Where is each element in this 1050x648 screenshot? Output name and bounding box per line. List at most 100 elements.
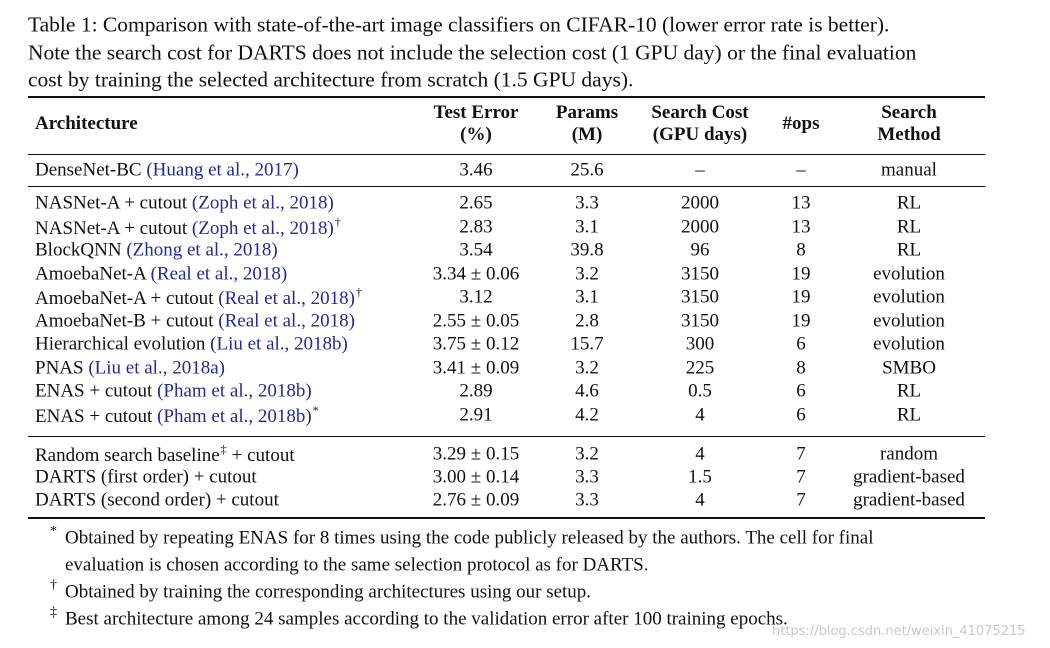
- table-cell: 3150: [681, 286, 719, 308]
- architecture-cell: NASNet-A + cutout (Zoph et al., 2018)†: [35, 216, 341, 238]
- table-cell: 8: [796, 239, 806, 261]
- architecture-cell: DARTS (second order) + cutout: [35, 491, 279, 510]
- table-cell: 15.7: [570, 333, 604, 355]
- architecture-cell: AmoebaNet-A + cutout (Real et al., 2018)…: [35, 286, 362, 308]
- top-rule: [28, 96, 985, 98]
- caption-line: Note the search cost for DARTS does not …: [28, 39, 917, 64]
- table-cell: 6: [796, 380, 806, 402]
- header-line: (M): [571, 124, 603, 145]
- table-cell: RL: [896, 239, 922, 261]
- table-cell: 1.5: [688, 466, 712, 488]
- header-line: Search Cost: [651, 102, 749, 123]
- header-line: Test Error: [433, 102, 519, 123]
- table-cell: evolution: [873, 263, 945, 284]
- architecture-cell: Random search baseline‡ + cutout: [35, 443, 295, 465]
- table-cell: 3.2: [575, 443, 599, 465]
- citation: (Zhong et al., 2018): [126, 239, 278, 261]
- table-cell: –: [695, 159, 705, 181]
- table-cell: RL: [896, 404, 922, 425]
- table-cell: 6: [796, 333, 806, 355]
- table-cell: 3150: [681, 263, 719, 284]
- table-cell: 3150: [681, 310, 719, 331]
- table-cell: –: [796, 159, 806, 181]
- architecture-cell: PNAS (Liu et al., 2018a): [35, 358, 225, 377]
- citation: (Huang et al., 2017): [146, 159, 299, 181]
- table-cell: 3.2: [575, 263, 599, 284]
- table-cell: 3.2: [575, 357, 599, 378]
- table-cell: 96: [690, 239, 710, 261]
- architecture-name: AmoebaNet-A: [35, 263, 146, 284]
- architecture-cell: AmoebaNet-A (Real et al., 2018): [35, 264, 287, 283]
- bottom-rule: [28, 517, 985, 519]
- table-cell: 3.46: [459, 159, 493, 181]
- table-cell: gradient-based: [853, 466, 965, 488]
- table-cell: evolution: [873, 286, 945, 308]
- table-cell: 2.76 ± 0.09: [432, 489, 520, 511]
- table-cell: 7: [796, 489, 806, 511]
- table-cell: 3.3: [575, 192, 599, 214]
- table-cell: 2.55 ± 0.05: [432, 310, 520, 331]
- header-line: Architecture: [35, 113, 138, 134]
- table-cell: 2000: [681, 192, 719, 214]
- footnote-mark: †: [355, 285, 362, 299]
- watermark: https://blog.csdn.net/weixin_41075215: [772, 624, 1026, 639]
- table-cell: manual: [881, 159, 937, 181]
- footnote-line: evaluation is chosen according to the sa…: [65, 554, 649, 576]
- table-cell: 3.3: [575, 466, 599, 488]
- table-cell: 225: [685, 357, 715, 378]
- architecture-cell: DenseNet-BC (Huang et al., 2017): [35, 161, 299, 180]
- architecture-cell: Hierarchical evolution (Liu et al., 2018…: [35, 335, 348, 354]
- footnote-mark: †: [334, 214, 341, 229]
- header-line: (%): [460, 124, 492, 145]
- table-cell: 19: [791, 310, 811, 331]
- column-header: Test Error (%): [434, 102, 519, 146]
- table-cell: 2.89: [459, 380, 493, 402]
- table-cell: 2.8: [575, 310, 599, 331]
- architecture-cell: BlockQNN (Zhong et al., 2018): [35, 241, 278, 260]
- table-cell: random: [879, 443, 939, 465]
- table-cell: 3.1: [575, 286, 599, 308]
- table-cell: 3.41 ± 0.09: [432, 357, 520, 378]
- architecture-name: DenseNet-BC: [35, 159, 142, 181]
- table-cell: 39.8: [570, 239, 604, 261]
- table-cell: RL: [896, 216, 922, 237]
- column-header: Architecture: [35, 113, 138, 135]
- table-cell: 4: [695, 489, 705, 511]
- table-cell: 3.34 ± 0.06: [432, 263, 520, 284]
- column-header: Search Cost (GPU days): [651, 102, 748, 146]
- architecture-suffix: + cutout: [231, 445, 295, 466]
- table-cell: 2.83: [459, 216, 493, 237]
- citation: (Pham et al., 2018b): [157, 380, 312, 402]
- table-cell: RL: [896, 192, 922, 214]
- footnote-line: Best architecture among 24 samples accor…: [65, 608, 788, 630]
- column-header: Params (M): [556, 102, 618, 146]
- architecture-name: NASNet-A + cutout: [35, 192, 188, 214]
- footnote-mark: †: [50, 578, 57, 593]
- table-cell: RL: [896, 380, 922, 402]
- footnote-mark: ‡: [50, 605, 57, 620]
- citation: (Real et al., 2018): [218, 288, 355, 309]
- table-cell: 4: [695, 443, 705, 465]
- table-cell: evolution: [873, 333, 945, 355]
- architecture-cell: ENAS + cutout (Pham et al., 2018b)*: [35, 404, 319, 426]
- header-line: #ops: [782, 113, 820, 134]
- table-cell: 4: [695, 404, 705, 425]
- architecture-cell: AmoebaNet-B + cutout (Real et al., 2018): [35, 311, 355, 330]
- architecture-name: Random search baseline: [35, 445, 220, 466]
- citation: (Zoph et al., 2018): [191, 217, 334, 239]
- table-cell: 4.2: [575, 404, 599, 425]
- architecture-name: BlockQNN: [35, 239, 122, 261]
- table-cell: 3.54: [459, 239, 493, 261]
- table-cell: 2.65: [459, 192, 493, 214]
- column-header: Search Method: [877, 102, 940, 146]
- table-cell: 300: [685, 333, 715, 355]
- citation: (Liu et al., 2018b): [210, 333, 348, 355]
- table-cell: 3.75 ± 0.12: [432, 333, 520, 355]
- citation: (Pham et al., 2018b): [157, 405, 312, 427]
- table-cell: 8: [796, 357, 806, 378]
- footnote-line: Obtained by repeating ENAS for 8 times u…: [65, 527, 874, 549]
- citation: (Real et al., 2018): [218, 310, 355, 331]
- footnote-line: Obtained by training the corresponding a…: [65, 581, 592, 603]
- header-line: (GPU days): [652, 124, 748, 145]
- table-cell: 4.6: [575, 380, 599, 402]
